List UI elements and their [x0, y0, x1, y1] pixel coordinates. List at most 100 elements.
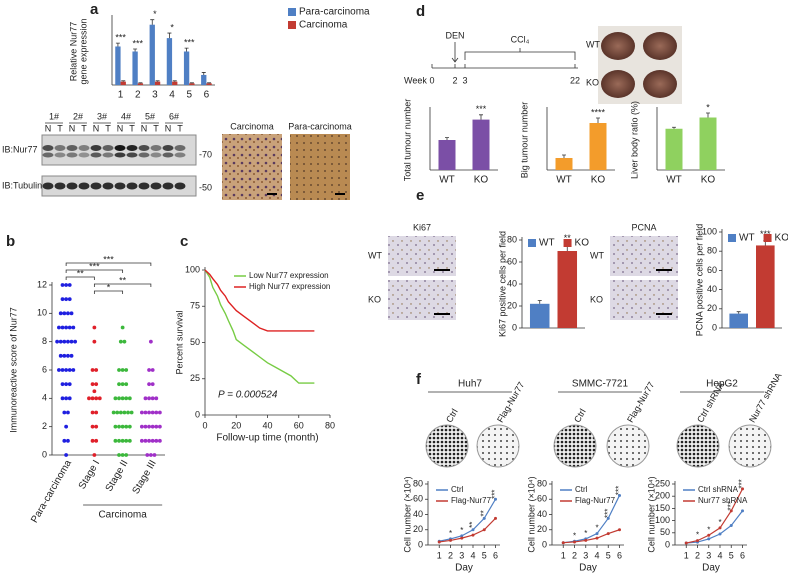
- y-tick-label: 75: [190, 301, 200, 311]
- y-tick-label: 20: [507, 300, 517, 310]
- dot: [115, 410, 120, 415]
- liver: [601, 32, 635, 60]
- significance: **: [564, 233, 572, 243]
- error-bar: [562, 154, 566, 158]
- timeline-tick-label: 22: [570, 75, 580, 85]
- dot: [154, 424, 159, 429]
- blot-band: [102, 152, 114, 158]
- dot: [143, 424, 148, 429]
- x-tick-label: 3: [459, 550, 464, 560]
- genotype-label: KO: [586, 77, 599, 87]
- blot-band: [78, 145, 90, 151]
- significance: *: [170, 22, 174, 32]
- blot-row-label: IB:Tubulin: [2, 180, 42, 190]
- blot-band: [150, 152, 162, 158]
- y-axis-label: Percent survival: [174, 310, 184, 374]
- lane-label: N: [69, 123, 76, 133]
- blot-band: [102, 145, 114, 151]
- x-tick-label: KO: [474, 175, 489, 186]
- dot: [152, 453, 157, 457]
- dot: [118, 410, 123, 415]
- liver: [643, 32, 677, 60]
- y-tick-label: 60: [707, 265, 717, 275]
- x-axis-label: Day: [579, 563, 597, 573]
- bar: [589, 123, 607, 170]
- dot: [143, 410, 148, 415]
- x-tick-label: 1: [118, 90, 124, 101]
- y-axis-label: Ki67 positive cells per field: [497, 231, 507, 337]
- lane-label: T: [57, 123, 63, 133]
- bar: [555, 158, 573, 170]
- legend-label: Ctrl: [451, 485, 464, 494]
- dot: [139, 410, 144, 415]
- significance: ***: [184, 38, 195, 48]
- dot: [120, 396, 125, 401]
- dot: [120, 325, 125, 330]
- lane-label: T: [153, 123, 159, 133]
- chart-title: Huh7: [458, 379, 482, 390]
- y-tick-label: 4: [42, 393, 47, 403]
- dot: [150, 438, 155, 443]
- error-bar: [706, 112, 710, 118]
- genotype-label: KO: [590, 294, 603, 304]
- x-tick-label: 4: [594, 550, 599, 560]
- dot: [71, 368, 76, 372]
- bar: [201, 74, 207, 85]
- dot: [117, 424, 121, 429]
- point: [595, 532, 599, 536]
- dot: [90, 368, 95, 372]
- y-tick-label: 40: [507, 278, 517, 288]
- point: [449, 538, 452, 542]
- growth-line: [686, 488, 744, 544]
- point: [707, 533, 711, 537]
- x-tick-label: 3: [706, 550, 711, 560]
- dot: [94, 438, 99, 443]
- x-tick-label: Stage III: [131, 458, 159, 496]
- y-tick-label: 20: [413, 524, 423, 534]
- dot: [60, 325, 65, 330]
- significance: ***: [603, 509, 612, 518]
- x-axis-label: Follow-up time (month): [216, 433, 318, 444]
- dot: [62, 353, 67, 358]
- y-tick-label: 0: [42, 449, 47, 459]
- lane-group-label: 1#: [49, 111, 59, 121]
- y-axis-label: PCNA positive cells per field: [694, 224, 704, 337]
- lane-label: N: [93, 123, 100, 133]
- legend-label: Flag-Nur77: [451, 496, 492, 505]
- colony-plate: [476, 424, 520, 468]
- dot: [124, 382, 129, 387]
- dot: [124, 396, 129, 401]
- significance: **: [119, 275, 127, 285]
- x-tick-label: 5: [729, 550, 734, 560]
- point: [494, 497, 497, 501]
- dot: [150, 410, 155, 415]
- bar: [183, 51, 190, 85]
- genotype-label: WT: [590, 250, 604, 260]
- y-tick-label: 80: [707, 246, 717, 256]
- y-tick-label: 40: [413, 509, 423, 519]
- dot: [122, 410, 127, 415]
- significance: *: [584, 529, 587, 538]
- legend-swatch: [728, 234, 736, 242]
- x-tick-label: 20: [231, 420, 241, 430]
- dot: [58, 353, 63, 358]
- x-tick-label: Para-carcinoma: [29, 458, 74, 525]
- y-tick-label: 80: [507, 234, 517, 244]
- lane-label: N: [117, 123, 124, 133]
- dot: [58, 339, 63, 344]
- blot-band: [42, 145, 54, 151]
- blot-band: [42, 152, 54, 158]
- dot: [64, 424, 69, 429]
- blot-band: [138, 145, 150, 151]
- y-tick-label: 150: [655, 503, 670, 513]
- chart-title: HepG2: [706, 379, 738, 390]
- dot: [66, 353, 70, 358]
- blot-band: [174, 145, 186, 151]
- legend-label: WT: [739, 233, 755, 244]
- y-axis-label: Cell number (×10⁴): [402, 476, 412, 552]
- blot-band: [162, 152, 174, 158]
- y-tick-label: 0: [712, 322, 717, 332]
- dot: [67, 382, 72, 387]
- point: [707, 537, 711, 541]
- x-tick-label: 1: [684, 550, 689, 560]
